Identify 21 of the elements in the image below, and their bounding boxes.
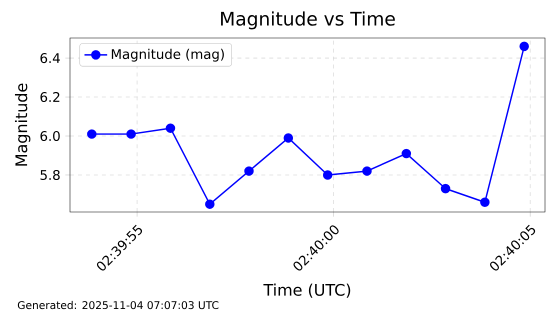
point	[362, 166, 372, 176]
x-axis-title: Time (UTC)	[263, 284, 350, 298]
y-axis-title: Magnitude	[14, 84, 30, 166]
y-tick-label: 6.4	[40, 53, 60, 64]
y-tick-label: 5.8	[40, 170, 60, 180]
legend-label: Magnitude (mag)	[112, 48, 224, 62]
point	[440, 184, 450, 194]
point	[244, 166, 254, 176]
point	[322, 170, 332, 180]
point	[126, 129, 136, 139]
point	[480, 198, 490, 207]
point	[284, 133, 294, 143]
point	[519, 42, 529, 52]
chart-title: Magnitude vs Time	[221, 11, 395, 30]
y-tick-label: 6.2	[40, 92, 60, 102]
y-tick-label: 6.0	[40, 130, 60, 142]
point	[205, 199, 215, 209]
point	[402, 148, 412, 158]
text: Generated: 2025-11-04 07:07:03 UTC	[18, 300, 218, 310]
point	[87, 129, 97, 139]
point	[166, 123, 176, 133]
